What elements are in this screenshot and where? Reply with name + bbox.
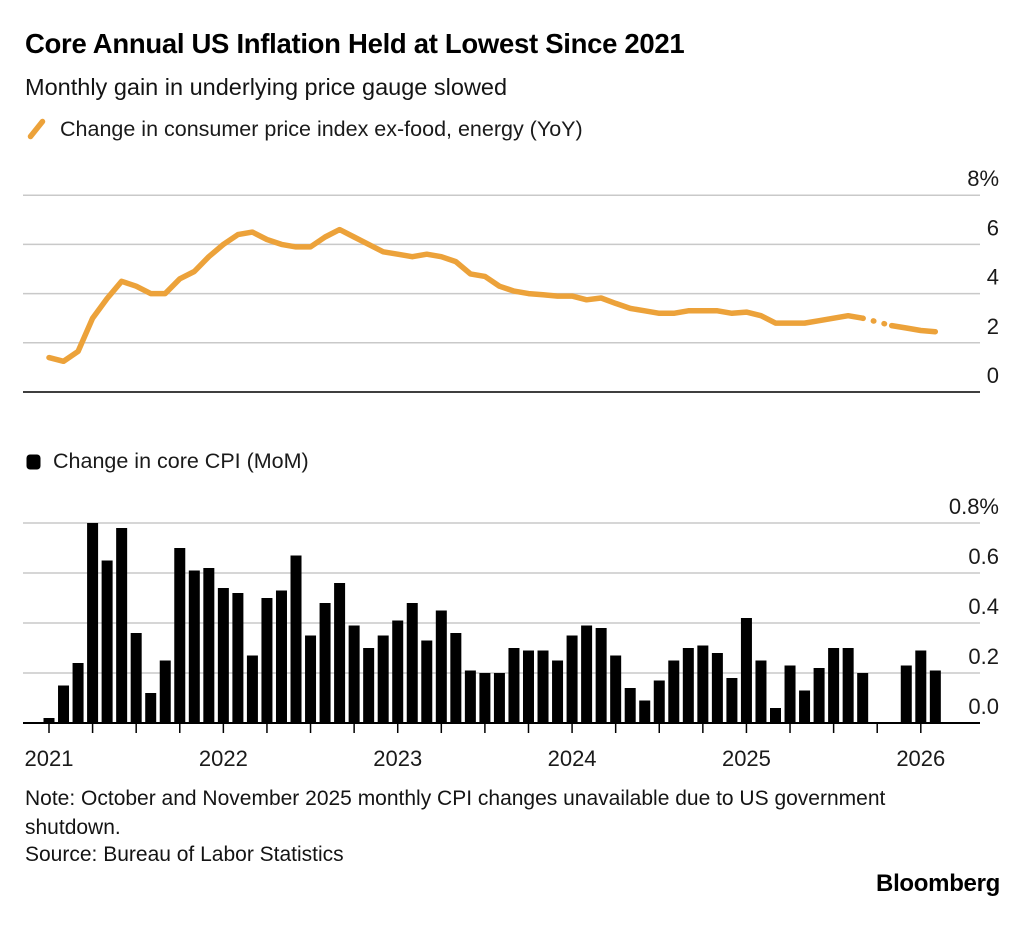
mom-bar xyxy=(552,660,564,723)
cpi-yoy-line-dashed-gap xyxy=(859,315,895,329)
mom-bar xyxy=(915,650,927,723)
source-line: Source: Bureau of Labor Statistics xyxy=(25,843,344,866)
cpi-yoy-line xyxy=(46,226,866,365)
mom-bar xyxy=(581,625,593,723)
mom-bar xyxy=(392,620,404,723)
mom-bar xyxy=(784,665,796,723)
mom-bar xyxy=(101,560,113,723)
y-axis-label: 0.8% xyxy=(949,494,999,519)
mom-bar xyxy=(188,570,200,723)
mom-bar xyxy=(348,625,360,723)
mom-bar xyxy=(319,603,331,723)
mom-bar xyxy=(246,655,258,723)
x-axis-year-label: 2025 xyxy=(722,746,771,771)
y-axis-label: 6 xyxy=(987,215,999,240)
bloomberg-logo: Bloomberg xyxy=(876,870,1000,897)
y-axis-label: 0.0 xyxy=(968,694,999,719)
chart-subtitle: Monthly gain in underlying price gauge s… xyxy=(25,74,508,100)
mom-bar xyxy=(828,648,840,723)
footnote: Note: October and November 2025 monthly … xyxy=(25,787,886,839)
mom-bar xyxy=(217,588,229,723)
mom-bar xyxy=(72,663,84,723)
mom-bar xyxy=(799,690,811,723)
mom-bar xyxy=(87,523,99,723)
mom-bar xyxy=(595,628,607,723)
cpi-yoy-line xyxy=(888,322,939,335)
mom-bar xyxy=(261,598,273,723)
mom-bar xyxy=(566,635,578,723)
legend-line-series: Change in consumer price index ex-food, … xyxy=(25,116,583,142)
mom-bar xyxy=(522,650,534,723)
mom-bar xyxy=(493,673,505,723)
mom-bar xyxy=(537,650,549,723)
y-axis-label: 0.6 xyxy=(968,544,999,569)
yoy-line-chart: 8% 6 4 2 0 xyxy=(23,166,999,393)
mom-bar xyxy=(43,718,55,723)
mom-bar xyxy=(624,688,636,723)
mom-bar xyxy=(116,528,128,723)
legend-bar-series: Change in core CPI (MoM) xyxy=(25,449,309,474)
mom-bar xyxy=(929,670,941,723)
x-axis-year-label: 2023 xyxy=(373,746,422,771)
mom-bar xyxy=(755,660,767,723)
mom-bar xyxy=(479,673,491,723)
mom-bar xyxy=(421,640,433,723)
mom-bar xyxy=(159,660,171,723)
mom-bar xyxy=(305,635,317,723)
mom-bar xyxy=(711,653,723,723)
mom-bar xyxy=(857,673,869,723)
mom-bar xyxy=(377,635,389,723)
mom-bar xyxy=(363,648,375,723)
y-axis-label: 8% xyxy=(967,166,999,191)
mom-bar xyxy=(130,633,142,723)
mom-bar xyxy=(203,568,215,723)
y-axis-label: 4 xyxy=(987,265,999,290)
y-axis-label: 0 xyxy=(987,363,999,388)
y-axis-label: 2 xyxy=(987,314,999,339)
mom-bar-chart: 2021 2022 2023 2024 2025 2026 0.8% 0.6 0.4 0.2 0.0 xyxy=(23,494,999,771)
mom-bar xyxy=(275,590,287,723)
bar-series-swatch-icon xyxy=(26,454,41,470)
mom-bar xyxy=(232,593,244,723)
mom-bar xyxy=(668,660,680,723)
mom-bar xyxy=(58,685,70,723)
mom-bar xyxy=(290,555,302,723)
mom-bar xyxy=(740,618,752,723)
mom-bar xyxy=(639,700,651,723)
mom-bar xyxy=(726,678,738,723)
y-axis-label: 0.2 xyxy=(968,644,999,669)
legend-bar-series-label: Change in core CPI (MoM) xyxy=(53,449,309,473)
mom-bar xyxy=(334,583,346,723)
mom-bar xyxy=(697,645,709,723)
mom-bar xyxy=(145,693,157,723)
x-axis-year-label: 2026 xyxy=(896,746,945,771)
y-axis-label: 0.4 xyxy=(968,594,999,619)
legend-line-series-label: Change in consumer price index ex-food, … xyxy=(60,116,583,141)
mom-bar xyxy=(813,668,825,723)
mom-bar xyxy=(842,648,854,723)
mom-bar xyxy=(653,680,665,723)
x-axis-year-label: 2021 xyxy=(25,746,74,771)
mom-bar xyxy=(770,708,781,723)
mom-bar xyxy=(900,665,912,723)
mom-bar xyxy=(464,670,476,723)
x-axis-year-label: 2024 xyxy=(548,746,597,771)
mom-bar xyxy=(450,633,462,723)
mom-bar xyxy=(406,603,418,723)
chart-title: Core Annual US Inflation Held at Lowest … xyxy=(25,28,685,59)
mom-bar xyxy=(508,648,520,723)
mom-bar xyxy=(610,655,622,723)
mom-bar xyxy=(435,610,447,723)
x-axis-year-label: 2022 xyxy=(199,746,248,771)
line-series-swatch-icon xyxy=(27,118,46,140)
mom-bar xyxy=(682,648,694,723)
mom-bar xyxy=(174,548,186,723)
